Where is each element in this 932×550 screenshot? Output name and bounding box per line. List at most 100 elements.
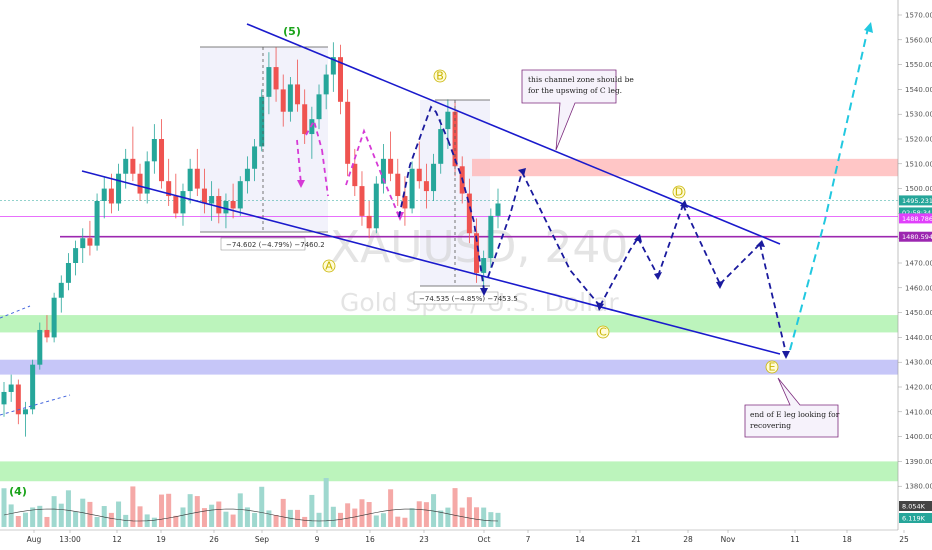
candle-body [223,201,229,214]
time-axis[interactable]: Aug 13:00 12 19 26 Sep 9 16 23 Oct 7 14 21 28 Nov 11 18 2… [27,530,909,544]
price-tag-label: 1495.231 [902,197,932,205]
price-tick-label: 1440.000 [905,334,932,342]
volume-bar [30,507,36,527]
candle-body [416,168,422,182]
volume-bar [273,515,279,527]
volume-bar [58,503,64,527]
candle-body [22,409,28,415]
channel-upper-line[interactable] [246,23,781,245]
time-tick-label: Oct [478,535,491,544]
candle-body [137,173,143,194]
volume-bar [73,511,79,527]
time-tick-label: Nov [721,535,736,544]
candle-body [80,238,86,249]
wave-label-B: B [436,70,444,83]
price-tick-label: 1390.000 [905,458,932,466]
volume-bar [22,512,28,527]
time-tick-label: 16 [365,535,375,544]
wave-circle-D [672,185,686,199]
callout-2-line-2: recovering [750,421,791,430]
volume-bar [130,486,136,527]
volume-bar [216,501,222,527]
candle-body [380,158,386,184]
measure-label-2: −74.535 (−4.85%) −7453.5 [419,295,518,303]
candle-body [395,173,401,197]
time-tick-label: 18 [842,535,852,544]
callout-2[interactable]: end of E leg looking for recovering [744,377,840,438]
volume-bar [402,517,408,527]
volume-bar [323,478,329,527]
volume-tag-box [899,501,932,511]
volume-bar [37,505,43,527]
candle-body [209,196,215,204]
price-tag-label: 1488.786 [902,215,932,223]
time-tick-label: 28 [683,535,693,544]
volume-bar [309,494,315,527]
candle-body [51,297,57,338]
volume-bar [366,502,372,527]
candle-body [345,101,351,164]
candle-body [488,215,494,259]
candle-body [244,168,250,182]
volume-bar [474,507,480,527]
candle-body [388,158,394,174]
volume-ma-line [3,508,499,522]
candle-body [316,94,322,120]
volume-bar [116,501,122,527]
candle-body [373,183,379,229]
candle-body [431,163,437,192]
price-tick-label: 1410.000 [905,408,932,416]
price-tag-box [899,231,932,242]
volume-bar [1,488,7,527]
volume-bar [94,517,100,527]
candle-body [337,57,343,102]
price-tick-label: 1500.000 [905,185,932,193]
candle-body [15,384,21,415]
price-tag-box [899,207,932,218]
wave-circle-E [765,360,779,374]
price-tick-label: 1560.000 [905,36,932,44]
measure-label-1: −74.602 (−4.79%) −7460.2 [226,241,325,249]
volume-bar [44,516,50,527]
price-tag-box [899,195,932,206]
volume-bar [459,507,465,527]
callout-1-line-1: this channel zone should be [528,75,634,84]
measure-label-2-box [413,291,499,305]
volume-bar [416,501,422,527]
channel-lower-line[interactable] [81,170,781,355]
volume-bar [180,507,186,527]
candle-body [101,188,107,201]
volume-bar [373,515,379,527]
navy-wave-projections [398,105,787,354]
callout-1[interactable]: this channel zone should be for the upsw… [521,69,634,151]
wave-labels: (5) (4) B A C D E [9,25,779,498]
price-tick-label: 1460.000 [905,284,932,292]
price-zones [0,158,898,482]
volume-bar [316,512,322,527]
volume-bar [187,494,193,527]
volume-tag-label: 6.119K [902,515,926,523]
candle-body [259,96,265,147]
candle-body [130,158,136,174]
candle-body [230,201,236,209]
price-tick-label: 1530.000 [905,111,932,119]
price-tick-label: 1420.000 [905,384,932,392]
time-tick-label: 26 [209,535,219,544]
cyan-projection [789,22,873,351]
candle-body [201,188,207,204]
time-tick-label: 7 [526,535,531,544]
volume-bar [159,494,165,527]
price-tick-label: 1470.000 [905,260,932,268]
candle-body [65,263,71,283]
time-tick-label: 13:00 [59,535,81,544]
time-tick-label: 19 [156,535,166,544]
time-tick-label: 11 [790,535,800,544]
volume-bar [201,508,207,527]
wave-circle-A [322,259,336,273]
candle-body [445,111,451,130]
volume-bar [337,512,343,527]
zone-resistance [472,158,898,177]
candle-body [287,84,293,112]
